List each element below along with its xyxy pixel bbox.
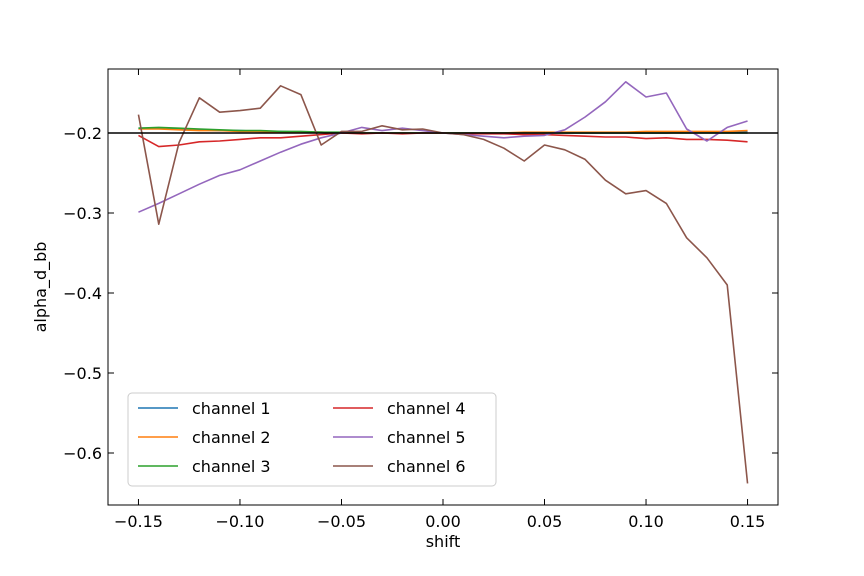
y-axis-label: alpha_d_bb — [31, 242, 51, 333]
y-tick-label: −0.3 — [63, 204, 102, 223]
legend-label: channel 2 — [192, 428, 271, 447]
legend-label: channel 6 — [387, 457, 466, 476]
x-tick-label: 0.05 — [527, 512, 563, 531]
y-tick-label: −0.6 — [63, 444, 102, 463]
y-axis: −0.2 −0.3 −0.4 −0.5 −0.6 — [63, 124, 778, 463]
x-axis-label: shift — [426, 532, 461, 551]
legend-label: channel 3 — [192, 457, 271, 476]
x-tick-label: −0.15 — [114, 512, 163, 531]
x-tick-label: −0.05 — [317, 512, 366, 531]
x-tick-label: −0.10 — [215, 512, 264, 531]
legend: channel 1 channel 2 channel 3 channel 4 chan… — [127, 392, 497, 487]
legend-label: channel 4 — [387, 399, 466, 418]
x-tick-label: 0.10 — [628, 512, 664, 531]
legend-label: channel 5 — [387, 428, 466, 447]
y-tick-label: −0.2 — [63, 124, 102, 143]
x-tick-label: 0.00 — [425, 512, 461, 531]
y-tick-label: −0.4 — [63, 284, 102, 303]
legend-box — [127, 392, 497, 487]
x-tick-label: 0.15 — [730, 512, 766, 531]
y-tick-label: −0.5 — [63, 364, 102, 383]
x-axis: −0.15 −0.10 −0.05 0.00 0.05 0.10 0.15 — [114, 69, 765, 531]
legend-label: channel 1 — [192, 399, 271, 418]
